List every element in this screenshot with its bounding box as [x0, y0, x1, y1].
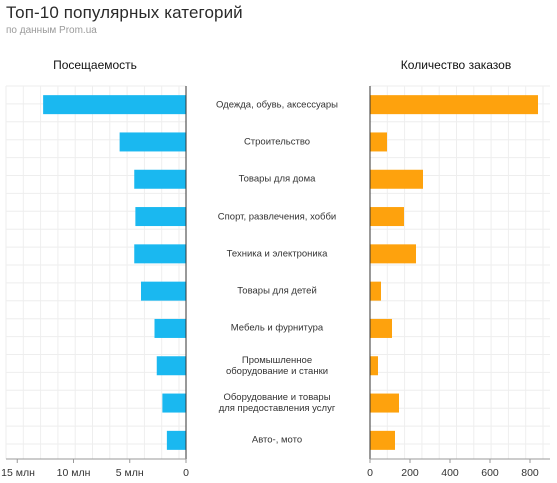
left-panel-title: Посещаемость [53, 58, 137, 72]
axes [6, 86, 550, 463]
right-tick-label: 800 [521, 467, 539, 479]
visits-bar [135, 207, 186, 227]
right-tick-label: 400 [441, 467, 459, 479]
left-panel-bars [43, 95, 186, 450]
category-label: Техника и электроника [226, 248, 328, 260]
visits-bar [119, 132, 186, 152]
category-label: Авто-, мото [251, 434, 303, 446]
visits-bar [134, 244, 186, 264]
category-label: Мебель и фурнитура [230, 322, 324, 334]
right-tick-label: 200 [401, 467, 419, 479]
orders-bar [370, 356, 378, 376]
left-tick-label: 0 [183, 467, 189, 479]
right-tick-label: 0 [367, 467, 373, 479]
orders-bar [370, 281, 381, 301]
orders-bar [370, 430, 395, 450]
category-label: Спорт, развлечения, хобби [217, 211, 337, 223]
visits-bar [134, 169, 186, 189]
category-label: Оборудование и товары для предоставления… [218, 392, 336, 415]
category-label: Товары для детей [237, 285, 317, 297]
orders-bar [370, 95, 538, 115]
chart-subtitle: по данным Prom.ua [6, 25, 97, 36]
right-panel-bars [370, 95, 538, 450]
left-tick-label: 15 млн [1, 467, 35, 479]
right-panel-title: Количество заказов [400, 58, 512, 72]
orders-bar [370, 169, 423, 189]
left-tick-label: 10 млн [56, 467, 91, 479]
right-tick-label: 600 [481, 467, 499, 479]
orders-bar [370, 393, 399, 413]
category-label: Одежда, обувь, аксессуары [215, 99, 339, 111]
visits-bar [156, 356, 186, 376]
chart-title: Топ-10 популярных категорий [6, 3, 243, 22]
visits-bar [162, 393, 186, 413]
category-label: Строительство [243, 136, 311, 148]
category-label: Промышленное оборудование и станки [225, 354, 329, 377]
orders-bar [370, 132, 387, 152]
visits-bar [43, 95, 186, 115]
visits-bar [154, 318, 186, 338]
orders-bar [370, 318, 392, 338]
visits-bar [141, 281, 186, 301]
left-tick-label: 5 млн [115, 467, 144, 479]
orders-bar [370, 244, 416, 264]
orders-bar [370, 207, 404, 227]
visits-bar [166, 430, 186, 450]
category-label: Товары для дома [238, 173, 316, 185]
